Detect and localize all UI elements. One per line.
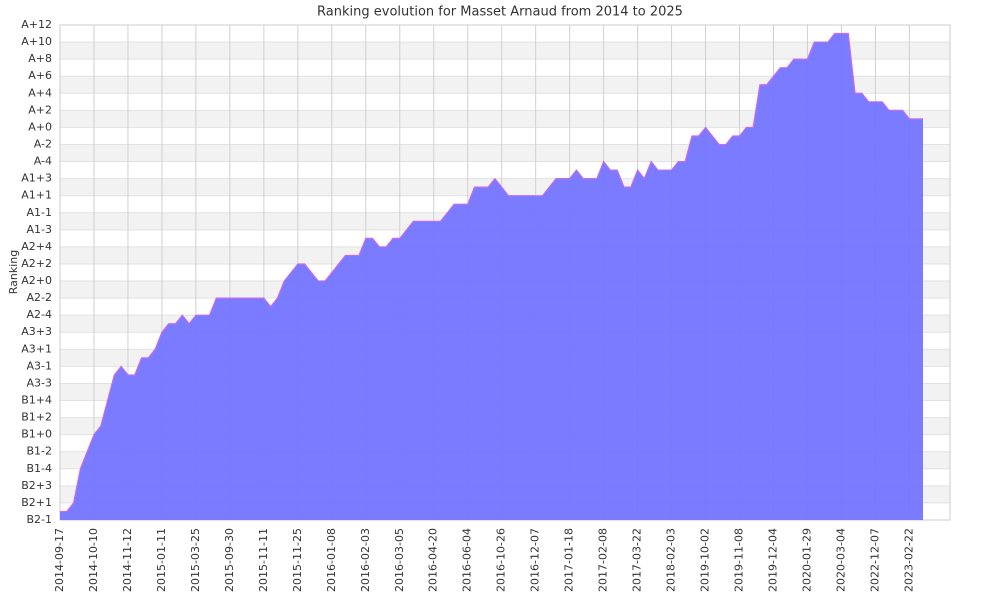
y-tick-label: A+8 [28, 52, 52, 65]
y-tick-label: A+2 [28, 103, 52, 116]
x-tick-label: 2015-09-30 [223, 528, 236, 592]
x-tick-label: 2014-10-10 [87, 528, 100, 592]
y-tick-label: B2+1 [21, 496, 52, 509]
grid-band [60, 76, 950, 94]
y-tick-label: B1+2 [21, 411, 52, 424]
area [60, 33, 923, 520]
y-tick-label: B1+4 [21, 394, 52, 407]
x-tick-label: 2016-10-26 [495, 528, 508, 592]
y-tick-label: A1+3 [21, 172, 52, 185]
y-tick-label: A+12 [21, 18, 52, 31]
x-tick-label: 2016-03-05 [393, 528, 406, 592]
y-tick-label: A3-3 [27, 376, 53, 389]
x-tick-label: 2018-02-03 [665, 528, 678, 592]
y-tick-label: B1+0 [21, 428, 52, 441]
y-tick-label: A+10 [21, 35, 52, 48]
x-tick-label: 2015-03-25 [189, 528, 202, 592]
y-tick-label: B2-1 [26, 513, 52, 526]
x-tick-label: 2015-11-11 [257, 528, 270, 592]
y-tick-label: A2+0 [21, 274, 52, 287]
y-tick-label: A+4 [28, 86, 52, 99]
y-tick-label: A2+4 [21, 240, 52, 253]
y-tick-label: A+0 [28, 120, 52, 133]
x-tick-label: 2016-12-07 [529, 528, 542, 592]
grid-band [60, 110, 950, 128]
chart-title: Ranking evolution for Masset Arnaud from… [317, 5, 683, 20]
y-tick-label: A1-1 [27, 206, 53, 219]
y-tick-label: A1+1 [21, 189, 52, 202]
y-tick-label: A3-1 [27, 359, 53, 372]
y-tick-label: A2+2 [21, 257, 52, 270]
x-tick-label: 2015-11-25 [291, 528, 304, 592]
x-tick-label: 2016-04-20 [427, 528, 440, 592]
x-tick-label: 2019-10-02 [699, 528, 712, 592]
x-tick-label: 2014-11-12 [121, 528, 134, 592]
x-tick-label: 2017-02-08 [597, 528, 610, 592]
y-tick-label: A-4 [34, 155, 52, 168]
x-tick-label: 2020-01-29 [800, 528, 813, 592]
x-tick-label: 2016-01-08 [325, 528, 338, 592]
x-tick-label: 2020-03-04 [834, 528, 847, 592]
x-tick-label: 2017-01-18 [563, 528, 576, 592]
x-tick-label: 2019-12-04 [767, 528, 780, 592]
x-tick-label: 2022-12-07 [868, 528, 881, 592]
x-tick-label: 2016-02-03 [359, 528, 372, 592]
x-tick-label: 2014-09-17 [53, 528, 66, 592]
area-line [60, 32, 923, 513]
x-tick-label: 2017-03-22 [631, 528, 644, 592]
y-axis-label: Ranking [7, 250, 20, 295]
y-tick-label: A-2 [34, 137, 52, 150]
y-tick-label: B2+3 [21, 479, 52, 492]
x-tick-label: 2016-06-04 [461, 528, 474, 592]
grid-band [60, 42, 950, 60]
y-tick-label: B1-4 [26, 462, 52, 475]
x-tick-label: 2023-02-22 [902, 528, 915, 592]
y-tick-label: A+6 [28, 69, 52, 82]
x-tick-label: 2019-11-08 [733, 528, 746, 592]
y-tick-label: A2-2 [27, 291, 53, 304]
y-tick-label: A2-4 [27, 308, 53, 321]
y-tick-label: B1-2 [26, 445, 52, 458]
y-tick-label: A3+3 [21, 325, 52, 338]
x-tick-label: 2015-01-11 [155, 528, 168, 592]
y-tick-label: A1-3 [27, 223, 53, 236]
y-tick-label: A3+1 [21, 342, 52, 355]
